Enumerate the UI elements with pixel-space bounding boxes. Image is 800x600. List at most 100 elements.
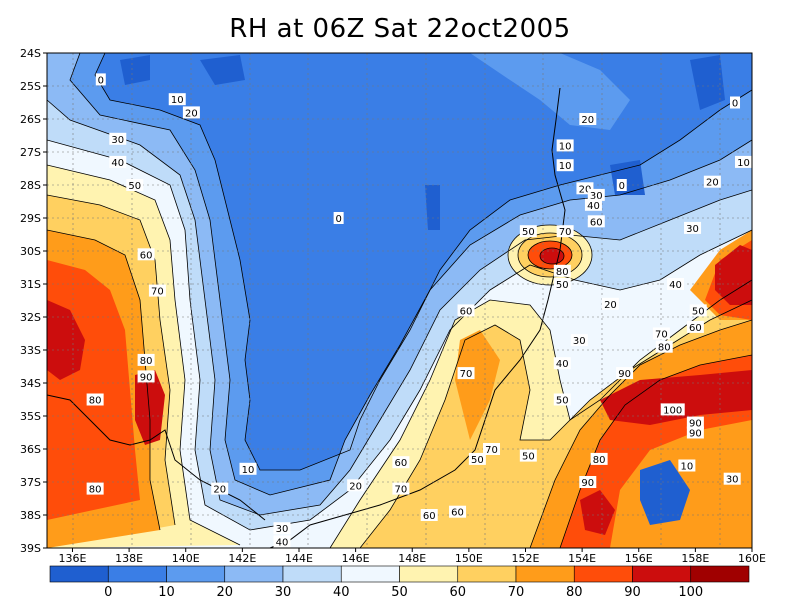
lat-tick-label: 29S — [20, 212, 41, 225]
svg-text:60: 60 — [689, 323, 702, 334]
svg-text:60: 60 — [451, 508, 464, 519]
svg-text:60: 60 — [140, 250, 153, 261]
contour-label: 30 — [570, 334, 588, 347]
contour-label: 10 — [678, 459, 696, 473]
contour-label: 40 — [667, 278, 685, 291]
lat-tick-label: 37S — [20, 476, 41, 489]
colorbar-swatch — [224, 565, 284, 583]
contour-label: 80 — [553, 264, 571, 278]
lon-tick-label: 146E — [342, 552, 370, 565]
svg-text:90: 90 — [618, 369, 631, 380]
contour-label: 20 — [703, 175, 721, 189]
colorbar-swatch — [107, 565, 167, 583]
contour-label: 80 — [86, 482, 104, 496]
svg-text:70: 70 — [559, 227, 572, 238]
svg-text:10: 10 — [737, 158, 750, 169]
colorbar-label: 60 — [449, 585, 466, 600]
svg-text:80: 80 — [593, 455, 606, 466]
plot-frame — [46, 52, 753, 549]
contour-lines — [47, 53, 752, 548]
svg-text:0: 0 — [335, 214, 341, 225]
contour-label: 30 — [109, 132, 127, 146]
lon-tick-label: 138E — [115, 552, 143, 565]
contour-labels: 0 10 20 30 40 50 60 70 80 90 80 80 10 20 30 40 20 60 70 60 6… — [86, 73, 752, 548]
svg-text:50: 50 — [522, 452, 535, 463]
svg-text:20: 20 — [604, 300, 617, 311]
contour-label: 0 — [616, 179, 627, 192]
band-90-100 — [47, 300, 85, 380]
lat-tick-label: 32S — [20, 311, 41, 324]
svg-text:20: 20 — [185, 108, 198, 119]
colorbar-label: 40 — [333, 585, 350, 600]
contour-label: 90 — [686, 416, 704, 430]
contour-label: 10 — [735, 155, 752, 169]
band-10-20-top — [470, 53, 630, 130]
svg-text:0: 0 — [98, 75, 104, 86]
colorbar-label: 30 — [275, 585, 292, 600]
contour-label: 30 — [684, 221, 702, 235]
contour-label: 100 — [660, 403, 685, 416]
svg-text:30: 30 — [573, 336, 586, 347]
svg-text:90: 90 — [689, 429, 702, 440]
svg-text:20: 20 — [581, 115, 594, 126]
lon-tick-label: 154E — [568, 552, 596, 565]
svg-text:30: 30 — [726, 475, 739, 486]
lat-tick-label: 27S — [20, 146, 41, 159]
contour-label: 0 — [730, 96, 741, 110]
lat-tick-label: 26S — [20, 113, 41, 126]
contour-label: 40 — [584, 198, 602, 212]
lon-tick-label: 160E — [738, 552, 766, 565]
contour-label: 80 — [655, 340, 673, 354]
colorbar-label: 20 — [216, 585, 233, 600]
svg-text:0: 0 — [732, 99, 738, 110]
colorbar-swatch — [399, 565, 459, 583]
contour-label: 60 — [392, 456, 410, 469]
contour-label: 70 — [392, 482, 410, 496]
colorbar-swatch — [515, 565, 575, 583]
dry-patch-center — [425, 185, 440, 230]
svg-text:40: 40 — [669, 280, 682, 291]
svg-text:80: 80 — [89, 485, 102, 496]
svg-text:30: 30 — [276, 524, 289, 535]
dry-patch-nw — [120, 55, 150, 85]
contour-label: 20 — [347, 479, 365, 492]
lon-tick-label: 136E — [59, 552, 87, 565]
contour-label: 80 — [86, 393, 104, 407]
contour-label: 90 — [616, 367, 634, 380]
band-90-100-se — [600, 370, 752, 425]
svg-text:30: 30 — [686, 224, 699, 235]
svg-text:80: 80 — [140, 356, 153, 367]
coastline — [269, 87, 566, 548]
colorbar: 0 10 20 30 40 50 60 70 80 90 100 — [49, 565, 750, 600]
svg-text:20: 20 — [706, 178, 719, 189]
svg-text:90: 90 — [140, 372, 153, 383]
svg-text:40: 40 — [587, 201, 600, 212]
lon-tick-label: 150E — [455, 552, 483, 565]
lat-tick-label: 38S — [20, 509, 41, 522]
contour-label: 30 — [723, 472, 741, 486]
band-70-80-east — [455, 330, 500, 440]
svg-text:70: 70 — [460, 369, 473, 380]
contour-label: 50 — [689, 304, 707, 317]
rh-field: 0 10 20 30 40 50 60 70 80 90 80 80 10 20 30 40 20 60 70 60 6… — [47, 53, 752, 548]
svg-text:50: 50 — [128, 181, 141, 192]
svg-text:80: 80 — [89, 396, 102, 407]
lon-tick-label: 148E — [398, 552, 426, 565]
svg-text:70: 70 — [485, 445, 498, 456]
colorbar-label: 0 — [104, 585, 112, 600]
contour-label: 10 — [168, 93, 186, 106]
contour-label: 40 — [109, 155, 127, 169]
colorbar-swatch — [282, 565, 342, 583]
lon-tick-label: 144E — [285, 552, 313, 565]
svg-text:30: 30 — [111, 135, 124, 146]
colorbar-swatch — [340, 565, 400, 583]
contour-label: 50 — [553, 393, 571, 407]
latitude-ticks: 24S 25S 26S 27S 28S 29S 30S 31S 32S 33S 34S 35S 36S 3… — [20, 47, 47, 555]
contour-label: 70 — [483, 443, 501, 456]
contour-label: 90 — [137, 370, 155, 383]
lat-tick-label: 35S — [20, 410, 41, 423]
contour-label: 80 — [590, 452, 608, 466]
contour-label: 20 — [579, 113, 597, 126]
svg-text:60: 60 — [395, 458, 408, 469]
